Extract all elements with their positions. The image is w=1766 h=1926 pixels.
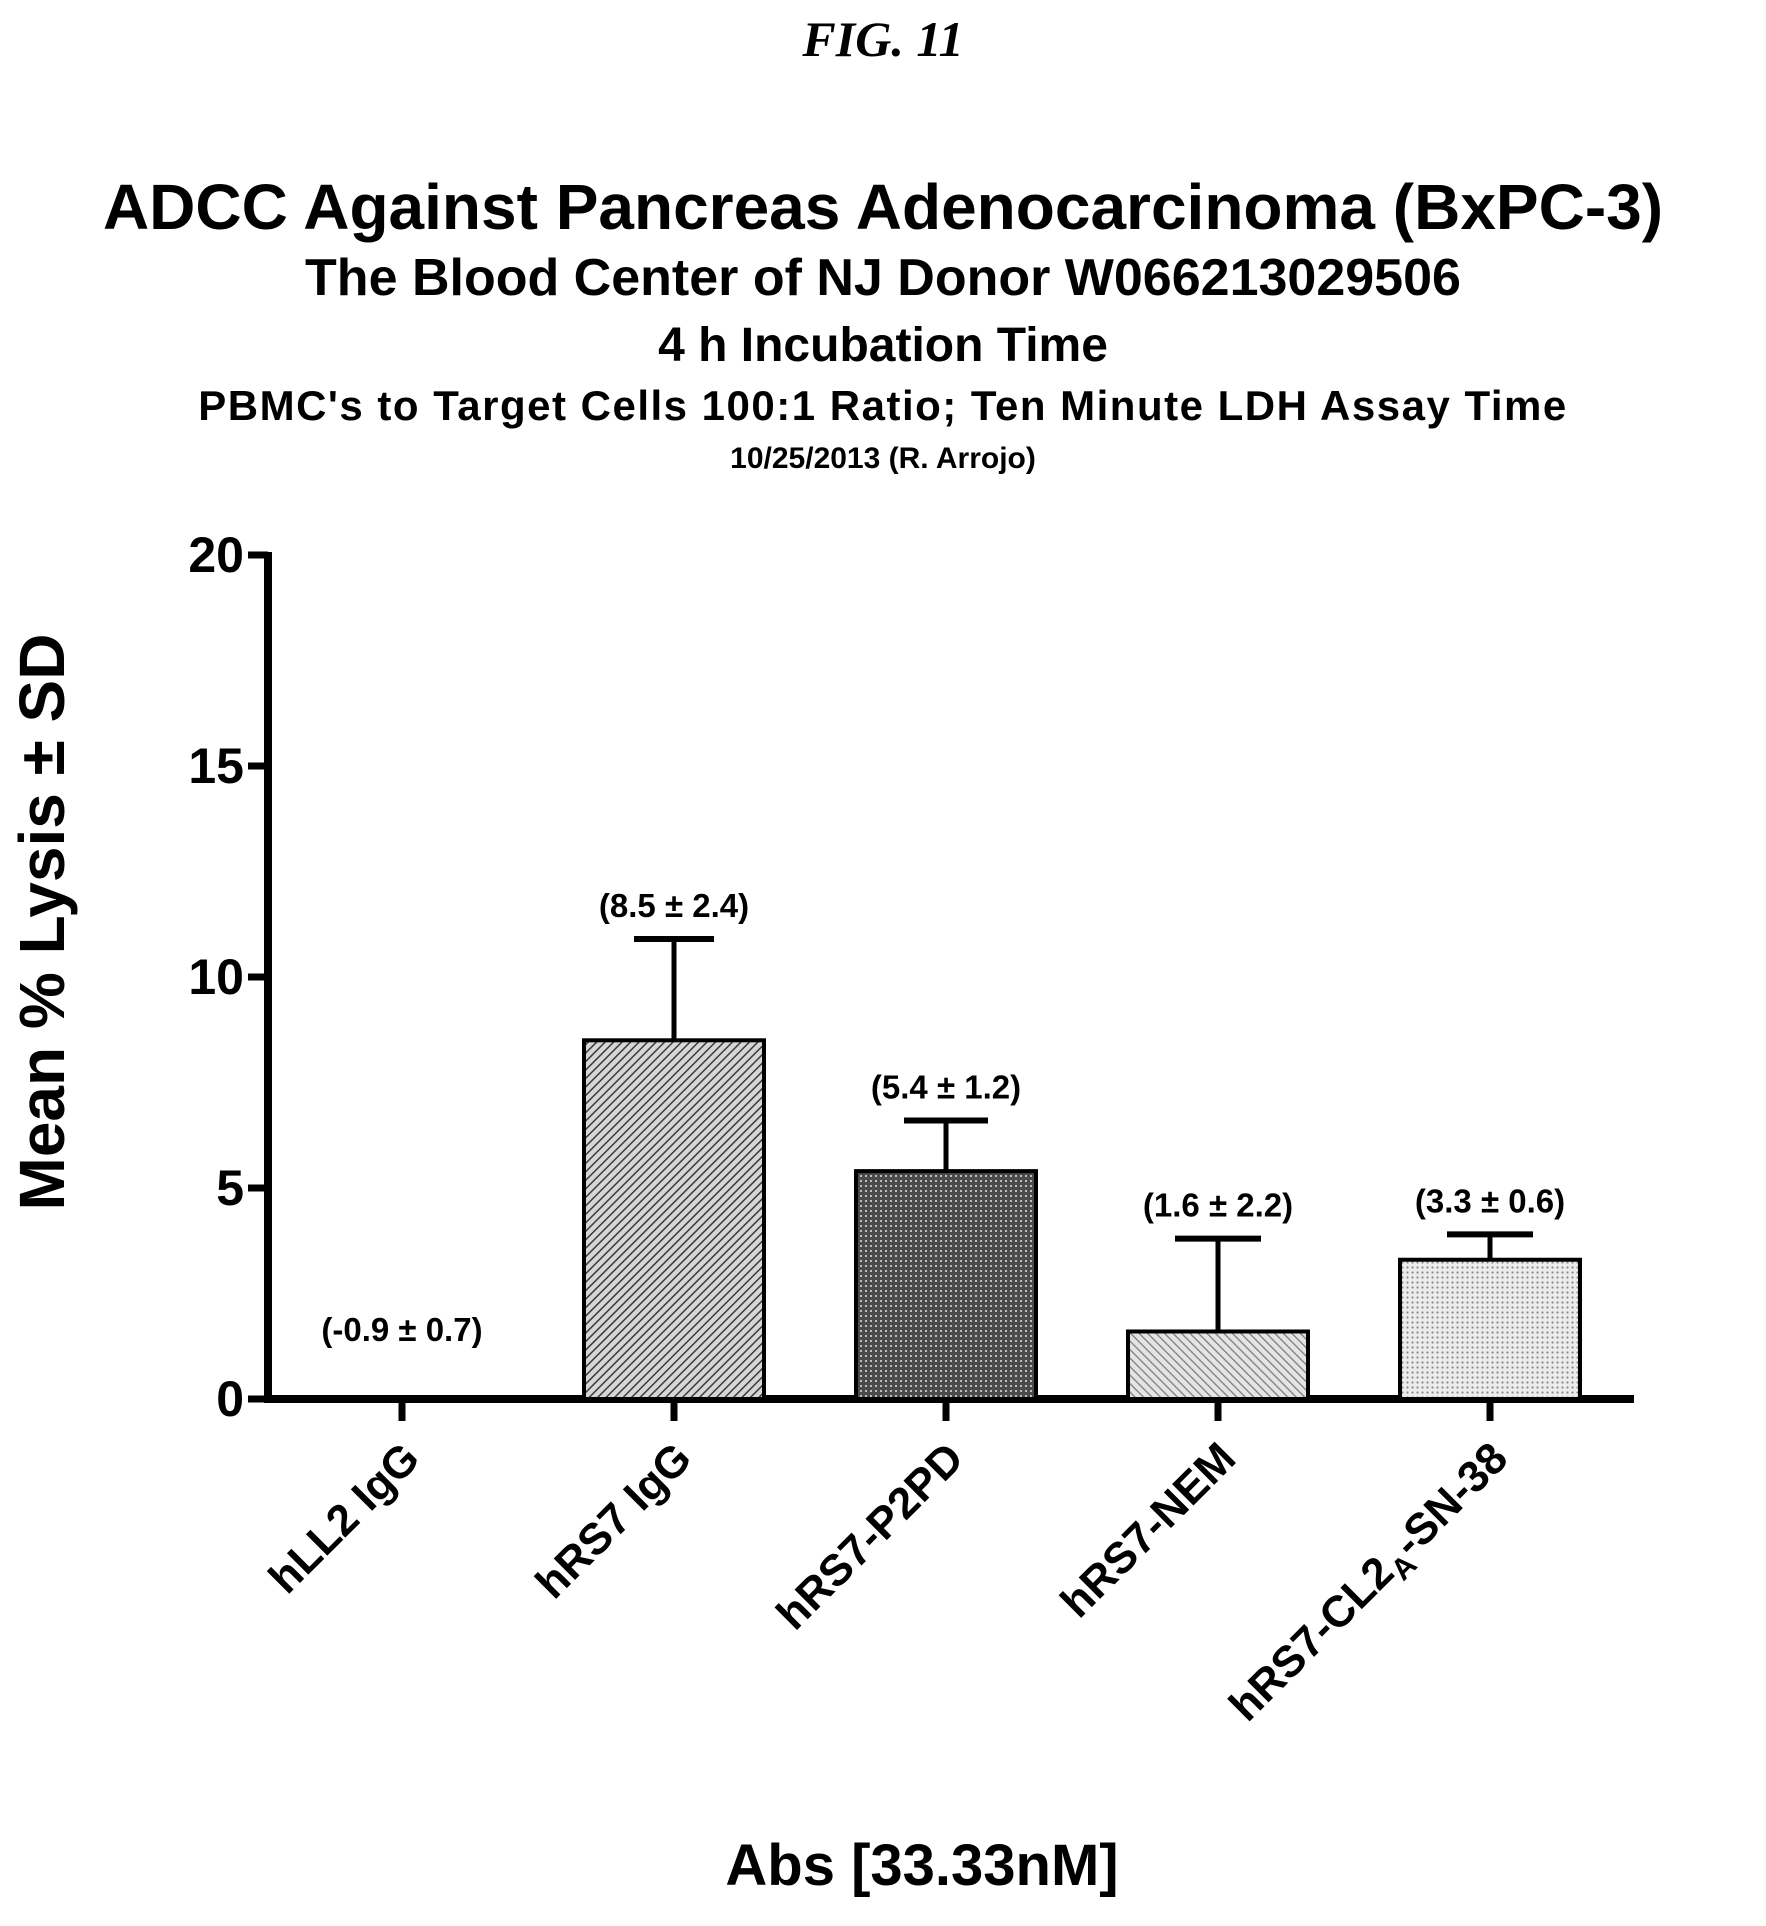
x-tick-label: hRS7-P2PD (767, 1433, 973, 1639)
data-label: (5.4 ± 1.2) (871, 1068, 1021, 1105)
bar (1126, 1329, 1310, 1401)
x-tick-label: hLL2 IgG (260, 1433, 429, 1602)
chart-title: ADCC Against Pancreas Adenocarcinoma (Bx… (102, 171, 1664, 243)
chart-subtitle-date: 10/25/2013 (R. Arrojo) (730, 442, 1036, 475)
chart-subtitle-ratio: PBMC's to Target Cells 100:1 Ratio; Ten … (198, 382, 1568, 429)
x-tick-label: hRS7-CL2A-SN-38 (1220, 1433, 1522, 1735)
y-tick-label: 20 (188, 527, 244, 583)
bar (582, 1038, 766, 1402)
data-label: (-0.9 ± 0.7) (321, 1311, 482, 1348)
figure-label: FIG. 11 (802, 11, 964, 67)
data-label: (1.6 ± 2.2) (1143, 1187, 1293, 1224)
chart-subtitle-incubation: 4 h Incubation Time (658, 319, 1108, 372)
y-tick-label: 0 (216, 1371, 244, 1427)
y-tick-label: 10 (188, 949, 244, 1005)
y-tick-label: 5 (216, 1160, 244, 1216)
x-tick-label: hRS7 IgG (526, 1433, 701, 1608)
bar (1398, 1257, 1582, 1401)
data-label: (3.3 ± 0.6) (1415, 1182, 1565, 1219)
bar (854, 1169, 1038, 1401)
y-axis-label: Mean % Lysis ± SD (6, 634, 78, 1211)
chart-subtitle-donor: The Blood Center of NJ Donor W0662130295… (305, 249, 1461, 307)
data-label: (8.5 ± 2.4) (599, 887, 749, 924)
y-tick-label: 15 (188, 738, 244, 794)
x-axis-label: Abs [33.33nM] (725, 1833, 1118, 1898)
x-tick-label: hRS7-NEM (1051, 1433, 1245, 1627)
